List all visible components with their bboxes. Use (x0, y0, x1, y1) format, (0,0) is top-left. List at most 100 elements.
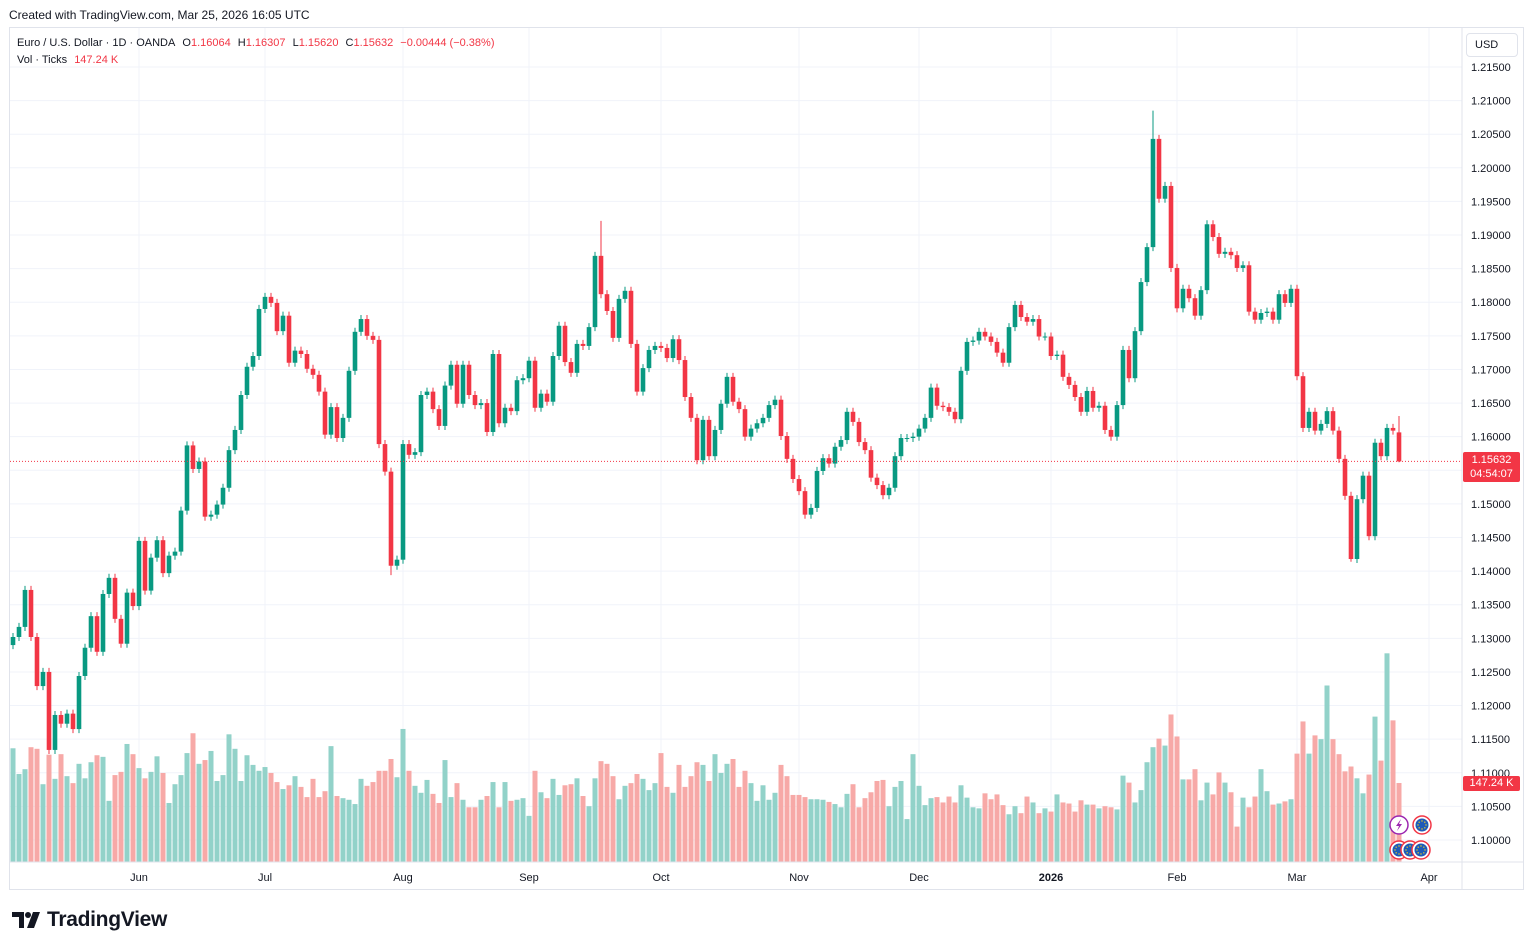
lightning-icon[interactable] (1389, 815, 1409, 835)
candle[interactable] (1366, 471, 1372, 541)
candle[interactable] (478, 399, 484, 410)
candle[interactable] (1384, 423, 1390, 461)
candle[interactable] (1012, 300, 1018, 332)
candle[interactable] (112, 573, 118, 623)
candle[interactable] (466, 360, 472, 400)
candle[interactable] (1114, 401, 1120, 441)
candle[interactable] (1222, 247, 1228, 258)
candle[interactable] (982, 327, 988, 341)
candle[interactable] (952, 407, 958, 424)
candle[interactable] (340, 413, 346, 443)
candle[interactable] (184, 441, 190, 515)
candle[interactable] (484, 399, 490, 437)
candle[interactable] (658, 341, 664, 352)
candle[interactable] (1282, 290, 1288, 307)
candle[interactable] (190, 441, 196, 473)
candle[interactable] (730, 372, 736, 406)
candle[interactable] (676, 335, 682, 365)
candle[interactable] (412, 448, 418, 459)
candle[interactable] (808, 503, 814, 519)
candle[interactable] (700, 415, 706, 465)
candle[interactable] (1234, 251, 1240, 272)
candle[interactable] (1210, 220, 1216, 242)
candle[interactable] (142, 536, 148, 595)
candle[interactable] (1324, 407, 1330, 428)
candle[interactable] (1126, 345, 1132, 383)
candle[interactable] (928, 383, 934, 422)
candle[interactable] (100, 589, 106, 656)
candle[interactable] (640, 364, 646, 396)
candle[interactable] (538, 389, 544, 412)
candle[interactable] (1198, 286, 1204, 320)
candle[interactable] (1372, 438, 1378, 541)
candle[interactable] (220, 483, 226, 509)
candle[interactable] (238, 390, 244, 434)
candle[interactable] (520, 374, 526, 385)
candle[interactable] (754, 419, 760, 433)
candle[interactable] (436, 405, 442, 430)
candle[interactable] (652, 341, 658, 354)
candle[interactable] (370, 331, 376, 344)
candle[interactable] (880, 481, 886, 500)
candle[interactable] (1342, 454, 1348, 500)
candle[interactable] (160, 536, 166, 578)
candle[interactable] (886, 483, 892, 500)
candle[interactable] (1216, 233, 1222, 258)
candle[interactable] (280, 311, 286, 336)
candle[interactable] (1258, 308, 1264, 324)
candle[interactable] (1270, 307, 1276, 324)
candle[interactable] (838, 436, 844, 451)
candle[interactable] (856, 417, 862, 447)
candle[interactable] (1300, 372, 1306, 432)
candle[interactable] (964, 337, 970, 375)
candle[interactable] (508, 403, 514, 416)
candle[interactable] (940, 401, 946, 412)
candle[interactable] (1162, 181, 1168, 203)
candle[interactable] (1102, 401, 1108, 434)
candle[interactable] (334, 403, 340, 443)
candle[interactable] (778, 395, 784, 441)
candle[interactable] (694, 413, 700, 465)
candle[interactable] (934, 383, 940, 410)
currency-button[interactable]: USD (1466, 33, 1518, 57)
candle[interactable] (424, 387, 430, 400)
candle[interactable] (568, 358, 574, 377)
candle[interactable] (556, 321, 562, 361)
candle[interactable] (1318, 419, 1324, 435)
candle[interactable] (688, 392, 694, 422)
candle[interactable] (496, 349, 502, 428)
candle[interactable] (784, 431, 790, 463)
candle[interactable] (316, 370, 322, 396)
candle[interactable] (1132, 327, 1138, 383)
candle[interactable] (844, 407, 850, 445)
candle[interactable] (46, 667, 52, 754)
candle[interactable] (526, 356, 532, 383)
candle[interactable] (892, 452, 898, 492)
candle[interactable] (178, 506, 184, 556)
candle[interactable] (304, 349, 310, 373)
candle[interactable] (1048, 332, 1054, 361)
candle[interactable] (1336, 426, 1342, 463)
candle[interactable] (52, 710, 58, 754)
tradingview-logo[interactable]: TradingView (12, 908, 167, 932)
candle[interactable] (1156, 134, 1162, 203)
candle[interactable] (532, 356, 538, 412)
candle[interactable] (16, 622, 22, 642)
candle[interactable] (1192, 294, 1198, 320)
candle[interactable] (1348, 491, 1354, 562)
candle[interactable] (454, 360, 460, 408)
candle[interactable] (1060, 350, 1066, 381)
candle[interactable] (298, 346, 304, 359)
candle[interactable] (1150, 110, 1156, 252)
candle[interactable] (472, 390, 478, 410)
candle[interactable] (910, 432, 916, 443)
candle[interactable] (232, 425, 238, 455)
candle[interactable] (202, 457, 208, 521)
candle[interactable] (634, 339, 640, 396)
candle[interactable] (706, 415, 712, 461)
candle[interactable] (1360, 471, 1366, 504)
candle[interactable] (376, 335, 382, 449)
candle[interactable] (994, 337, 1000, 357)
symbol-title[interactable]: Euro / U.S. Dollar · 1D · OANDA (17, 37, 176, 49)
candle[interactable] (628, 286, 634, 348)
